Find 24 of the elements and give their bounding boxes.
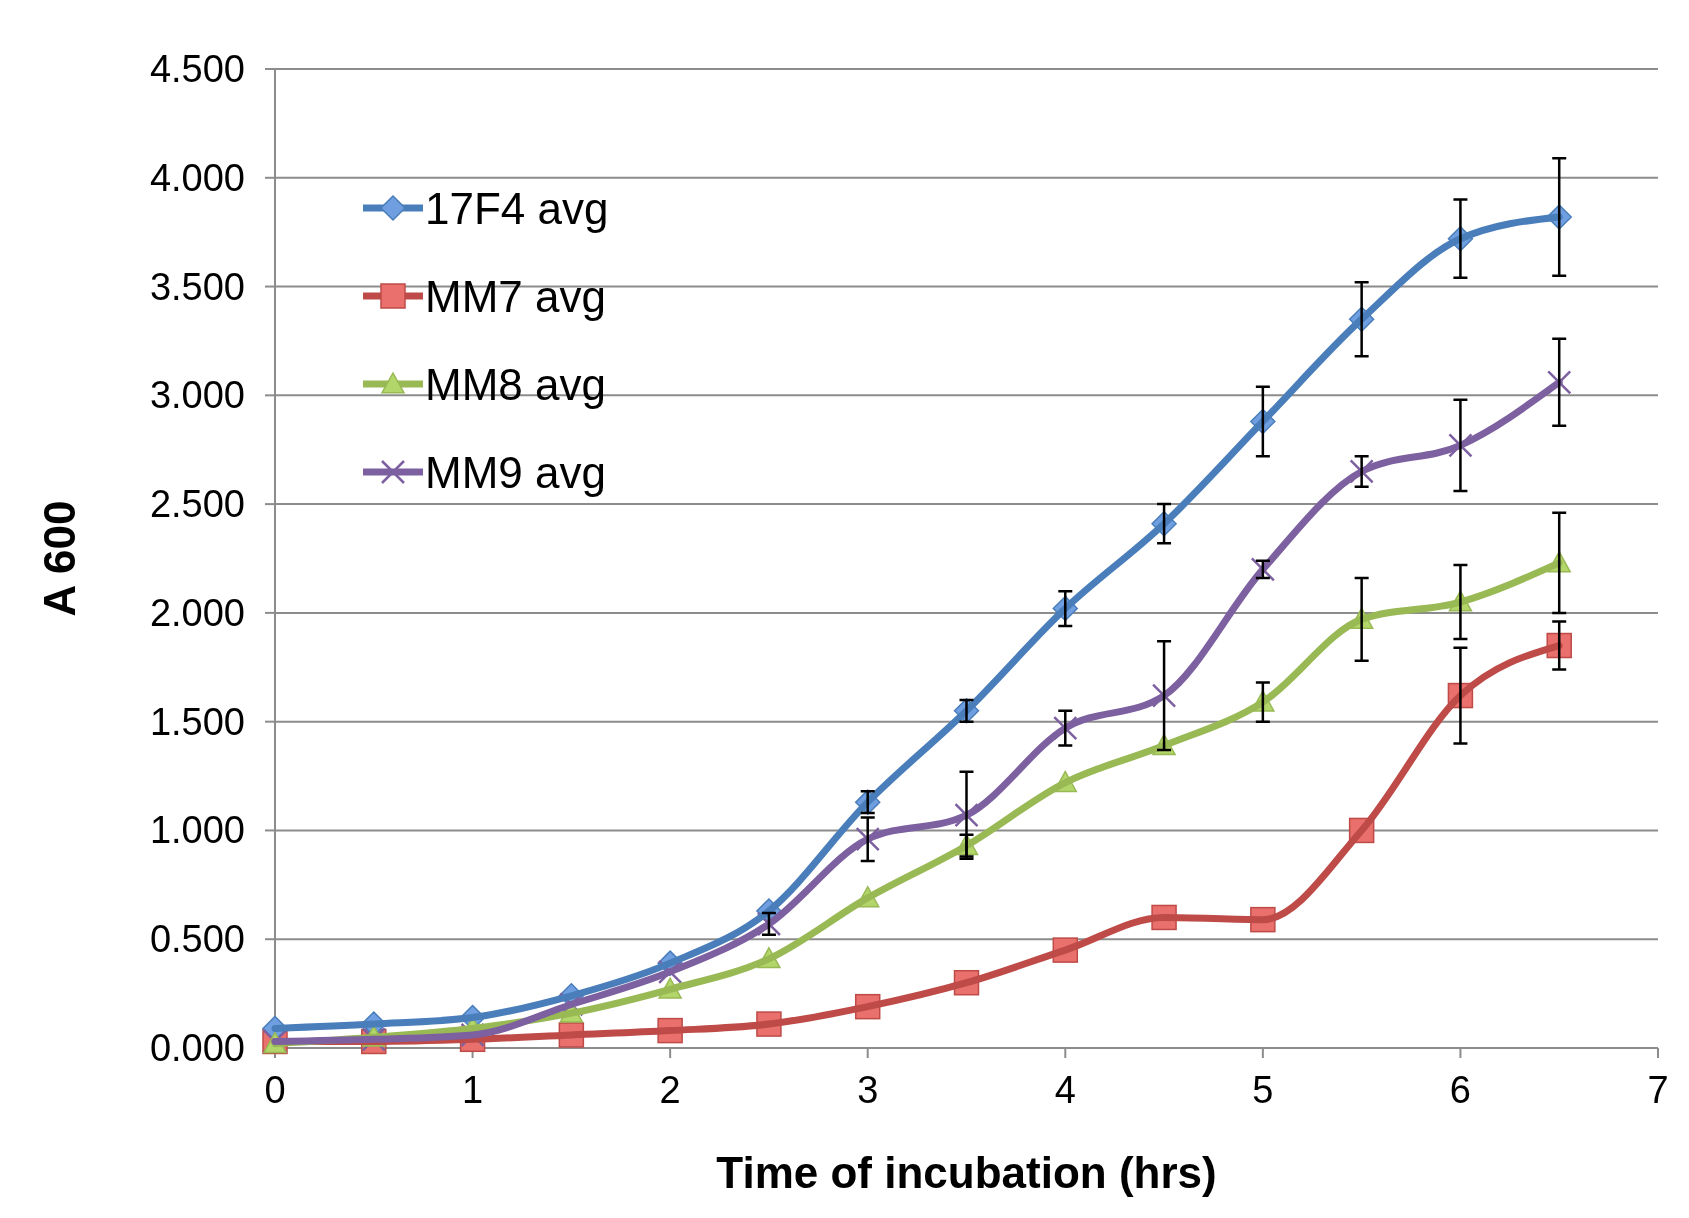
y-tick-label: 3.000 [149,374,245,417]
y-tick-label: 0.000 [149,1027,245,1069]
x-tick-label: 6 [1449,1069,1471,1111]
x-axis-title: Time of incubation (hrs) [716,1148,1217,1197]
legend-label: 17F4 avg [425,183,609,233]
legend-label: MM8 avg [425,359,606,409]
y-tick-label: 1.500 [149,700,245,743]
y-axis-title: A 600 [35,500,84,617]
x-tick-label: 1 [462,1069,484,1111]
x-tick-label: 4 [1054,1069,1076,1111]
y-tick-label: 3.500 [149,265,245,308]
y-tick-label: 4.000 [149,156,245,199]
x-tick-label: 2 [659,1069,681,1111]
x-tick-label: 3 [857,1069,879,1111]
legend-label: MM9 avg [425,447,606,497]
y-tick-label: 2.000 [149,591,245,634]
x-tick-label: 5 [1252,1069,1274,1111]
y-tick-label: 2.500 [149,483,245,526]
legend-label: MM7 avg [425,271,606,321]
y-tick-label: 0.500 [149,918,245,961]
y-tick-label: 1.000 [149,809,245,852]
x-tick-label: 0 [264,1069,286,1111]
y-tick-label: 4.500 [149,48,245,90]
x-tick-label: 7 [1647,1069,1669,1111]
